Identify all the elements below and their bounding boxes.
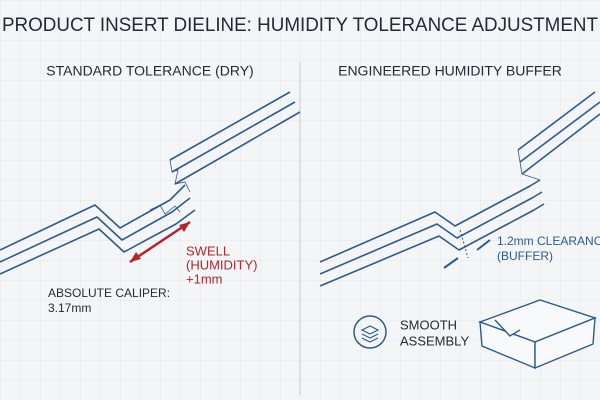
layers-glyph [360,325,380,343]
clearance-arrow [443,257,459,269]
layers-icon [353,315,387,349]
clearance-guide [459,229,469,259]
clearance-arrow [476,239,491,251]
swell-label: (HUMIDITY) [186,257,258,272]
assembly-label: ASSEMBLY [400,333,469,348]
box-illustration [477,299,598,370]
swell-arrow [129,220,191,264]
clearance-label: (BUFFER) [497,249,553,263]
title: PRODUCT INSERT DIELINE: HUMIDITY TOLERAN… [2,15,598,36]
panel-heading: STANDARD TOLERANCE (DRY) [46,63,253,79]
caliper-label: 3.17mm [48,301,91,315]
panel-heading: ENGINEERED HUMIDITY BUFFER [338,63,562,79]
arrow-head [130,252,141,262]
assembly-label: SMOOTH [400,317,457,332]
dieline-right [319,91,600,287]
arrow-head [179,222,190,232]
swell-label: SWELL [186,243,230,258]
clearance-label: 1.2mm CLEARANCE [497,234,600,248]
swell-label: +1mm [186,271,222,286]
dieline-left [0,91,301,275]
caliper-label: ABSOLUTE CALIPER: [48,286,170,300]
